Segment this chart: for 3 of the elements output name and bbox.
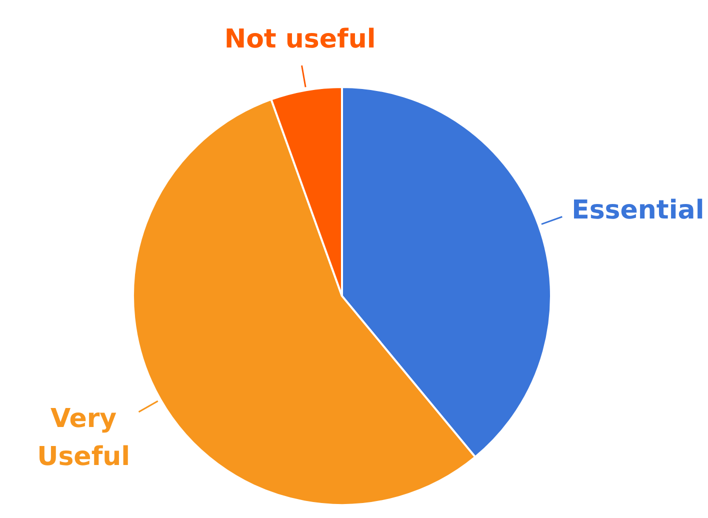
slice-label: Not useful [224, 24, 376, 54]
slice-label: Very Useful [37, 404, 130, 472]
slice-label: Essential [572, 195, 704, 226]
